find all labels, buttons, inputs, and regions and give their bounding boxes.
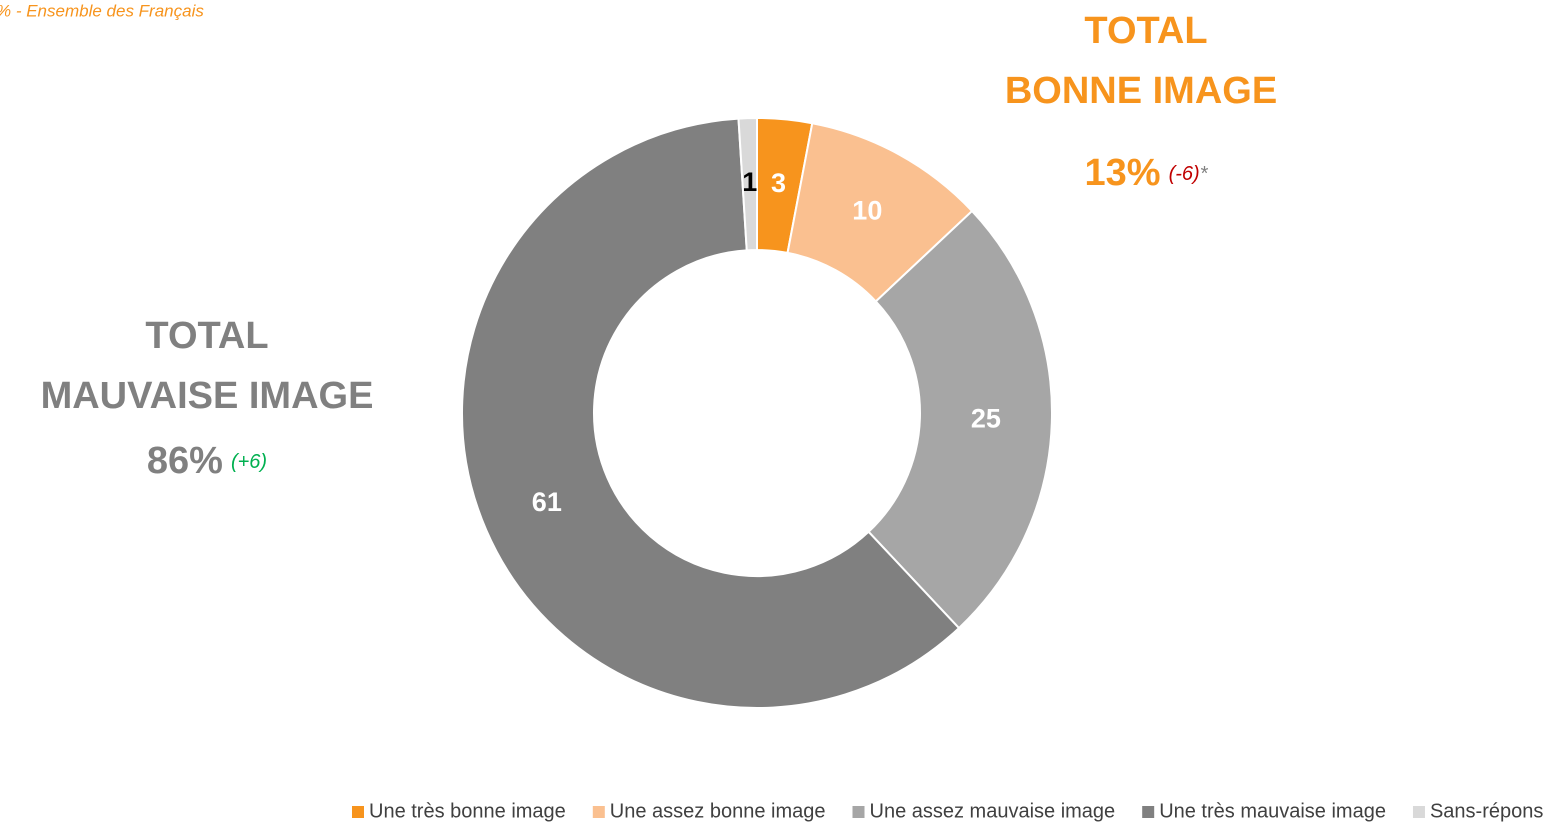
slice-label: 61 (532, 487, 562, 517)
change: (-6) (1169, 163, 1200, 185)
legend-swatch (852, 806, 865, 818)
slice-label: 25 (971, 403, 1001, 433)
annotation-line: BONNE IMAGE (1005, 70, 1277, 112)
change: (+6) (231, 451, 267, 473)
total: 86% (147, 440, 223, 482)
slice-label: 1 (742, 167, 757, 197)
legend-label: Sans-réponses (1430, 800, 1544, 822)
slice (461, 117, 961, 709)
legend-swatch (352, 806, 364, 818)
legend-label: Une assez mauvaise image (870, 800, 1116, 822)
legend-label: Une assez bonne image (610, 800, 826, 822)
annotation-line: TOTAL (1084, 10, 1207, 52)
note: * (1200, 163, 1209, 185)
legend-label: Une très bonne image (369, 800, 566, 822)
legend-swatch (592, 806, 605, 818)
slice-label: 10 (852, 195, 882, 225)
legend-label: Une très mauvaise image (1159, 800, 1386, 822)
legend-swatch (1412, 806, 1425, 818)
slice-label: 3 (771, 168, 786, 198)
subtitle: % - Ensemble des Français (0, 1, 204, 20)
annotation-total: 86% (+6) (147, 440, 267, 482)
annotation-line: MAUVAISE IMAGE (41, 375, 374, 417)
slice (867, 209, 1053, 630)
total: 13% (1085, 152, 1161, 194)
legend-swatch (1142, 806, 1155, 818)
slice (737, 116, 758, 252)
annotation-line: TOTAL (145, 315, 268, 357)
annotation-total: 13% (-6)* (1085, 152, 1209, 194)
